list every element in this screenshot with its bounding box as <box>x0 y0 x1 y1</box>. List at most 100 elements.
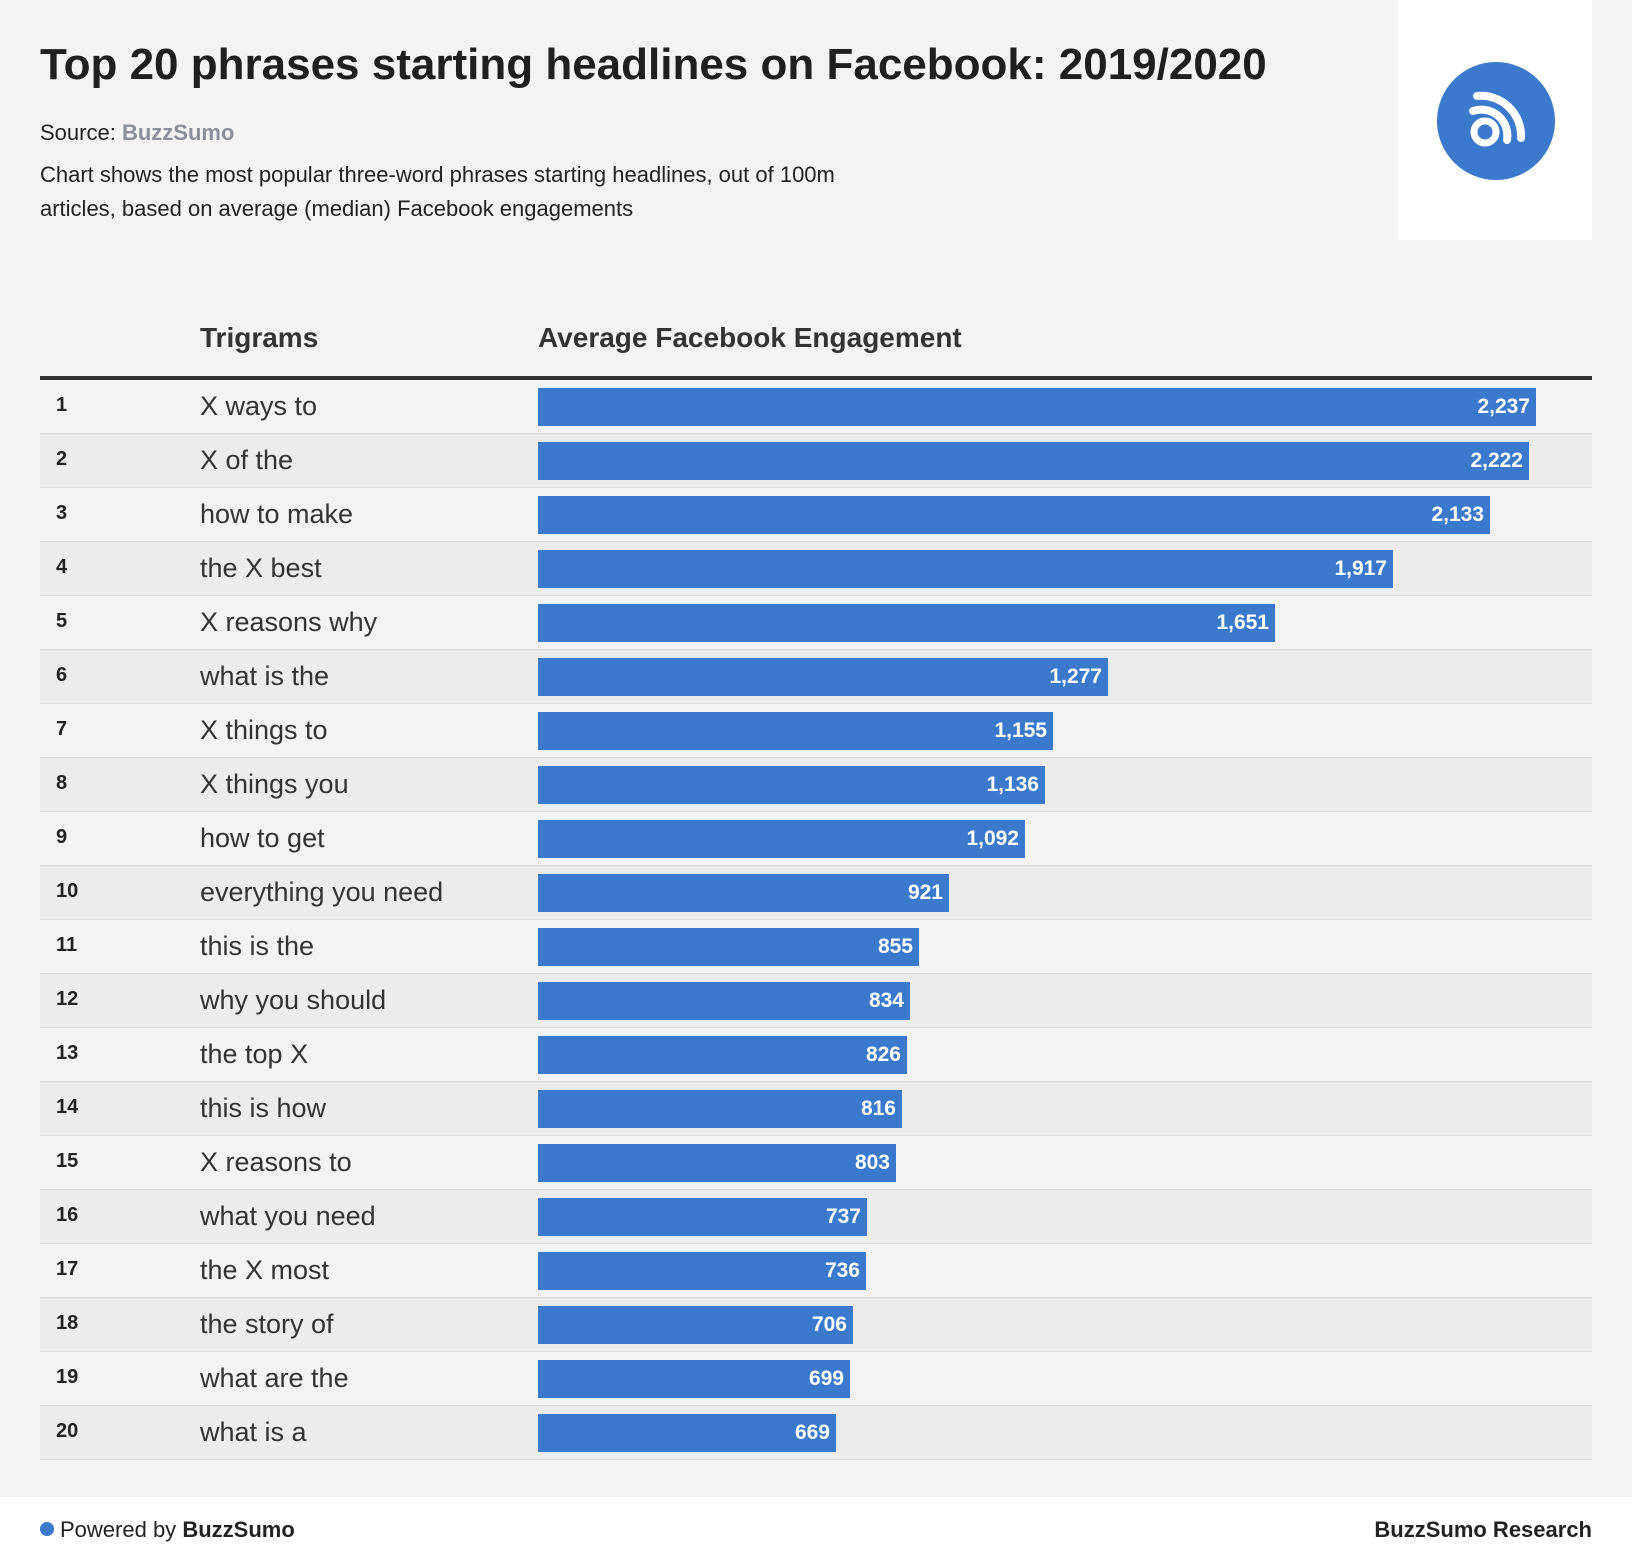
table-row: 2 X of the 2,222 <box>40 434 1592 488</box>
bar-value-label: 1,136 <box>986 773 1039 796</box>
chart-bar: 1,651 <box>538 604 1275 642</box>
column-header-trigrams: Trigrams <box>200 322 319 353</box>
chart-bar: 826 <box>538 1036 907 1074</box>
chart-description: Chart shows the most popular three-word … <box>40 162 835 221</box>
bar-value-label: 737 <box>825 1205 861 1228</box>
chart-bar: 834 <box>538 982 910 1020</box>
row-rank: 15 <box>56 1150 79 1172</box>
table-row: 7 X things to 1,155 <box>40 704 1592 758</box>
chart-bar: 699 <box>538 1360 850 1398</box>
table-row: 17 the X most 736 <box>40 1244 1592 1298</box>
source-line: Source: BuzzSumo <box>40 120 1340 146</box>
table-row: 16 what you need 737 <box>40 1190 1592 1244</box>
row-trigram: the top X <box>200 1039 309 1069</box>
table-row: 14 this is how 816 <box>40 1082 1592 1136</box>
row-trigram: what is a <box>200 1417 307 1447</box>
table-row: 4 the X best 1,917 <box>40 542 1592 596</box>
table-row: 9 how to get 1,092 <box>40 812 1592 866</box>
footer-credit: BuzzSumo Research <box>1374 1517 1592 1542</box>
row-rank: 7 <box>56 718 68 740</box>
chart-bar: 737 <box>538 1198 867 1236</box>
table-header: Trigrams Average Facebook Engagement <box>40 300 1592 380</box>
chart-bar: 706 <box>538 1306 853 1344</box>
bar-value-label: 1,155 <box>994 719 1047 742</box>
bar-value-label: 855 <box>877 935 913 958</box>
chart-bar: 1,136 <box>538 766 1045 804</box>
chart-bar: 2,133 <box>538 496 1490 534</box>
table-row: 19 what are the 699 <box>40 1352 1592 1406</box>
chart-bar: 1,092 <box>538 820 1025 858</box>
table-row: 10 everything you need 921 <box>40 866 1592 920</box>
powered-by-brand[interactable]: BuzzSumo <box>182 1517 295 1542</box>
table-row: 11 this is the 855 <box>40 920 1592 974</box>
bar-value-label: 1,651 <box>1216 611 1269 634</box>
row-rank: 11 <box>56 934 78 956</box>
row-trigram: X reasons why <box>200 607 378 637</box>
bar-value-label: 2,133 <box>1431 503 1484 526</box>
chart-bar: 1,277 <box>538 658 1108 696</box>
table-row: 1 X ways to 2,237 <box>40 380 1592 434</box>
bar-value-label: 826 <box>865 1043 901 1066</box>
table-row: 5 X reasons why 1,651 <box>40 596 1592 650</box>
logo-box <box>1398 0 1592 240</box>
row-rank: 8 <box>56 772 68 794</box>
table-row: 20 what is a 669 <box>40 1406 1592 1460</box>
bar-value-label: 736 <box>824 1259 860 1282</box>
brand-dot-icon <box>40 1522 54 1537</box>
bar-value-label: 816 <box>860 1097 896 1120</box>
row-rank: 4 <box>56 556 68 578</box>
row-trigram: what you need <box>200 1201 376 1231</box>
table-row: 18 the story of 706 <box>40 1298 1592 1352</box>
row-rank: 10 <box>56 880 79 902</box>
row-trigram: X reasons to <box>200 1147 352 1177</box>
row-trigram: what is the <box>200 661 330 691</box>
column-header-engagement: Average Facebook Engagement <box>538 322 962 353</box>
bar-value-label: 706 <box>811 1313 847 1336</box>
row-trigram: how to make <box>200 499 354 529</box>
row-rank: 2 <box>56 448 68 470</box>
row-rank: 5 <box>56 610 68 632</box>
bar-value-label: 1,092 <box>966 827 1019 850</box>
row-rank: 3 <box>56 502 68 524</box>
row-rank: 13 <box>56 1042 79 1064</box>
chart-header: Top 20 phrases starting headlines on Fac… <box>40 40 1340 226</box>
chart-bar: 2,222 <box>538 442 1529 480</box>
bar-value-label: 2,237 <box>1477 395 1530 418</box>
table-row: 3 how to make 2,133 <box>40 488 1592 542</box>
powered-by-label: Powered by <box>60 1517 177 1542</box>
row-rank: 17 <box>56 1258 79 1280</box>
row-trigram: this is the <box>200 931 315 961</box>
chart-bar: 921 <box>538 874 949 912</box>
row-trigram: the X best <box>200 553 322 583</box>
row-trigram: this is how <box>200 1093 327 1123</box>
row-trigram: the X most <box>200 1255 330 1285</box>
rss-feed-icon <box>1437 62 1555 180</box>
table-row: 13 the top X 826 <box>40 1028 1592 1082</box>
footer: Powered by BuzzSumo BuzzSumo Research <box>0 1497 1632 1564</box>
row-rank: 20 <box>56 1420 79 1442</box>
row-trigram: X things you <box>200 769 349 799</box>
source-name[interactable]: BuzzSumo <box>121 120 235 145</box>
table-row: 15 X reasons to 803 <box>40 1136 1592 1190</box>
bar-value-label: 669 <box>794 1421 830 1444</box>
table-row: 6 what is the 1,277 <box>40 650 1592 704</box>
row-trigram: what are the <box>200 1363 349 1393</box>
row-rank: 9 <box>56 826 68 848</box>
row-trigram: everything you need <box>200 877 444 907</box>
row-rank: 6 <box>56 664 68 686</box>
row-rank: 12 <box>56 988 79 1010</box>
table-body: 1 X ways to 2,237 2 X of the 2,222 3 how to mak… <box>40 380 1592 1460</box>
bar-value-label: 921 <box>907 881 943 904</box>
chart-bar: 1,155 <box>538 712 1053 750</box>
trigram-table: Trigrams Average Facebook Engagement 1 X … <box>40 300 1592 1460</box>
row-trigram: how to get <box>200 823 325 853</box>
row-rank: 14 <box>56 1096 79 1118</box>
chart-bar: 803 <box>538 1144 896 1182</box>
bar-value-label: 803 <box>854 1151 890 1174</box>
row-trigram: X of the <box>200 445 294 475</box>
chart-bar: 736 <box>538 1252 866 1290</box>
row-trigram: the story of <box>200 1309 334 1339</box>
bar-value-label: 1,277 <box>1049 665 1102 688</box>
row-trigram: why you should <box>200 985 387 1015</box>
row-rank: 18 <box>56 1312 79 1334</box>
